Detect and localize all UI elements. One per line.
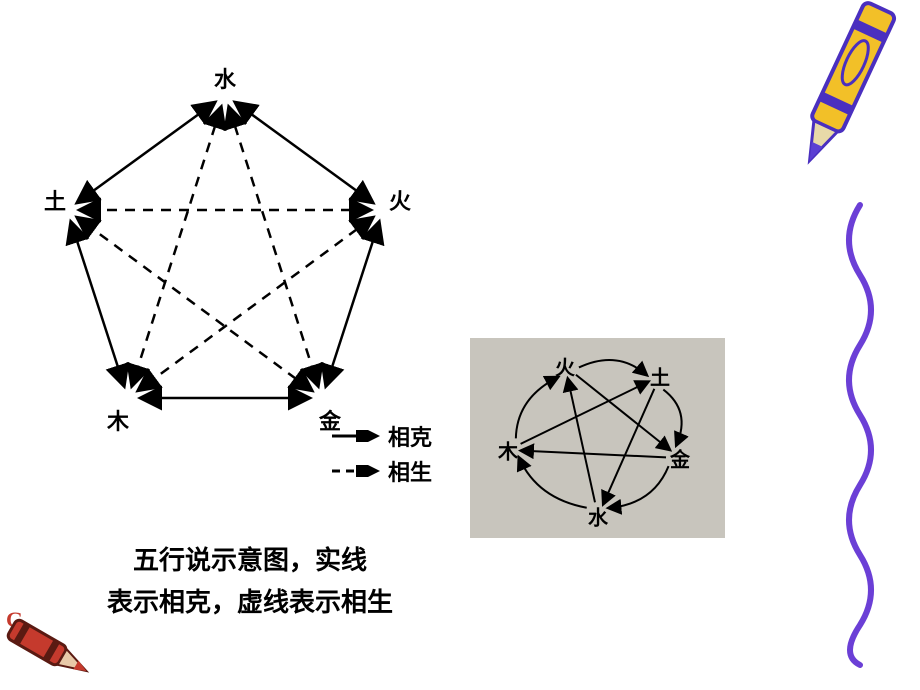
pentagon-node-water: 水 xyxy=(214,62,236,94)
pentagon-node-fire: 火 xyxy=(389,184,411,216)
crayon-bottom-icon: G xyxy=(0,605,110,680)
legend-dashed: 相生 xyxy=(330,455,432,487)
caption-line2: 表示相克，虚线表示相生 xyxy=(60,582,440,624)
legend-solid: 相克 xyxy=(330,420,432,452)
circle-node-metal: 金 xyxy=(670,444,690,473)
squiggle-decoration-icon xyxy=(830,200,890,675)
circle-node-water: 水 xyxy=(588,502,608,531)
caption: 五行说示意图，实线 表示相克，虚线表示相生 xyxy=(60,540,440,623)
circle-node-fire: 火 xyxy=(555,352,575,381)
crayon-decoration-icon xyxy=(785,0,905,205)
caption-line1: 五行说示意图，实线 xyxy=(60,540,440,582)
circle-node-earth: 土 xyxy=(650,362,670,391)
circle-node-wood: 木 xyxy=(498,436,518,465)
circle-diagram: 火 土金水 木 xyxy=(470,338,725,538)
legend-solid-label: 相克 xyxy=(388,420,432,452)
legend-dashed-label: 相生 xyxy=(388,455,432,487)
pentagon-node-wood: 木 xyxy=(107,404,129,436)
pentagon-node-earth: 土 xyxy=(44,184,66,216)
